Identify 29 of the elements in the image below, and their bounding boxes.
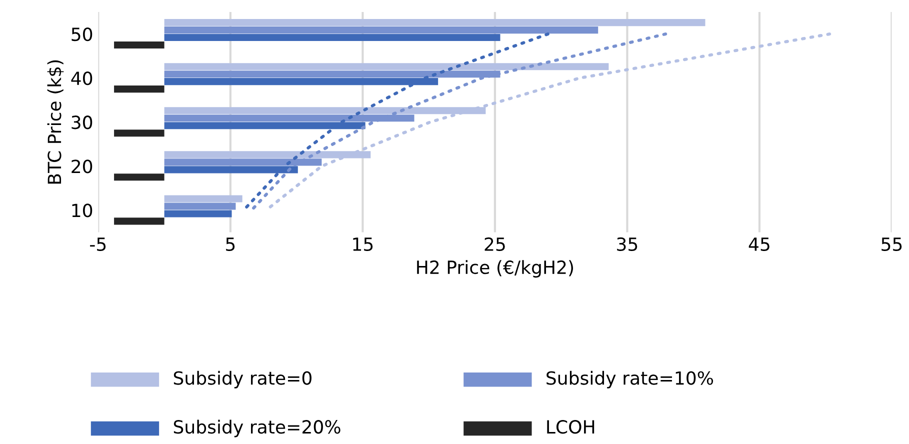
bar bbox=[164, 26, 598, 34]
legend-label: Subsidy rate=20% bbox=[174, 420, 340, 438]
y-tick-label: 30 bbox=[72, 116, 92, 130]
x-axis-title: H2 Price (€/kgH2) bbox=[417, 260, 574, 278]
bar bbox=[114, 42, 164, 49]
bar bbox=[164, 34, 500, 42]
y-axis-title: BTC Price (k$) bbox=[47, 60, 64, 184]
x-tick-label: 5 bbox=[226, 238, 235, 252]
x-tick-label: 55 bbox=[882, 238, 902, 252]
bar bbox=[114, 174, 164, 181]
bar bbox=[164, 19, 706, 26]
y-tick-label: 10 bbox=[72, 204, 92, 218]
x-tick-label: 45 bbox=[748, 238, 770, 252]
bar bbox=[164, 202, 236, 210]
legend-label: Subsidy rate=10% bbox=[546, 370, 714, 388]
bar bbox=[164, 210, 232, 218]
x-tick-label: 15 bbox=[353, 238, 373, 252]
y-tick-label: 40 bbox=[71, 72, 92, 86]
legend-label: Subsidy rate=0 bbox=[174, 370, 312, 388]
bar bbox=[114, 86, 164, 93]
bar bbox=[114, 130, 164, 137]
legend-label: LCOH bbox=[547, 420, 594, 434]
x-tick-label: 35 bbox=[617, 237, 638, 252]
bar bbox=[114, 218, 164, 225]
y-tick-label: 50 bbox=[72, 27, 92, 42]
y-tick-label: 20 bbox=[72, 160, 92, 174]
x-tick-label: -5 bbox=[90, 238, 106, 252]
x-tick-label: 25 bbox=[484, 237, 505, 252]
bar bbox=[164, 195, 242, 202]
